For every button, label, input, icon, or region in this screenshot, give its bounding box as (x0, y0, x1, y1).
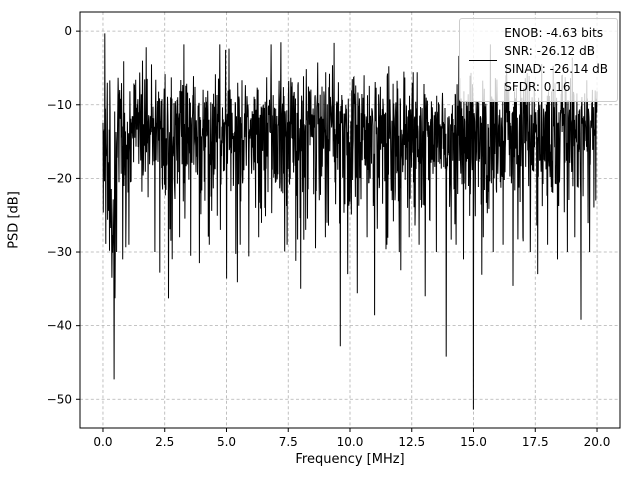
legend-snr: SNR: -26.12 dB (504, 44, 595, 58)
legend-enob: ENOB: -4.63 bits (504, 26, 604, 40)
x-tick-label: 10.0 (337, 435, 364, 449)
legend-sinad: SINAD: -26.14 dB (504, 62, 608, 76)
x-tick-label: 2.5 (155, 435, 174, 449)
psd-trace (102, 33, 598, 410)
y-tick-label: −20 (47, 171, 72, 185)
x-axis-label: Frequency [MHz] (295, 452, 405, 467)
y-tick-label: −40 (47, 319, 72, 333)
x-tick-label: 15.0 (460, 435, 487, 449)
y-tick-label: −50 (47, 392, 72, 406)
y-tick-label: −30 (47, 245, 72, 259)
y-axis-label: PSD [dB] (6, 191, 22, 249)
legend-line-sample-icon (469, 59, 498, 61)
x-tick-label: 0.0 (93, 435, 112, 449)
x-tick-label: 20.0 (584, 435, 611, 449)
x-tick-label: 17.5 (522, 435, 549, 449)
legend-text: ENOB: -4.63 bits SNR: -26.12 dB SINAD: -… (504, 24, 608, 96)
y-tick-label: −10 (47, 98, 72, 112)
legend-sfdr: SFDR: 0.16 (504, 80, 571, 94)
x-tick-label: 12.5 (398, 435, 425, 449)
legend: ENOB: -4.63 bits SNR: -26.12 dB SINAD: -… (459, 18, 618, 102)
x-tick-label: 5.0 (217, 435, 236, 449)
y-tick-label: 0 (64, 24, 72, 38)
x-tick-label: 7.5 (279, 435, 298, 449)
